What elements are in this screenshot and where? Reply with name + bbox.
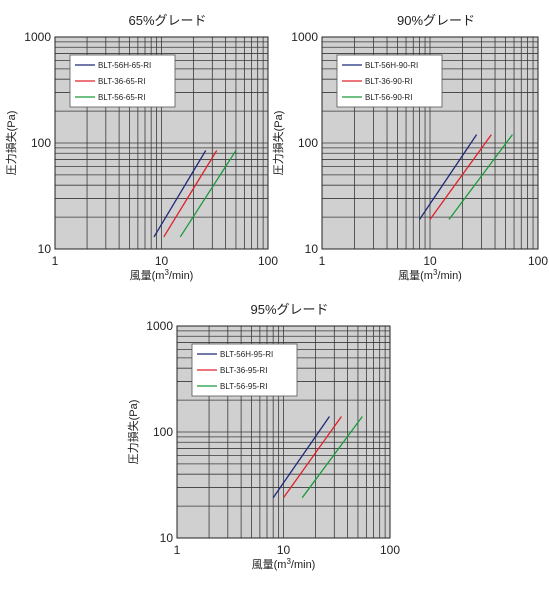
y-tick-label: 100 — [298, 136, 318, 150]
legend: BLT-56H-90-RI BLT-36-90-RI BLT-56-90-RI — [336, 54, 443, 108]
legend: BLT-56H-95-RI BLT-36-95-RI BLT-56-95-RI — [191, 343, 298, 397]
x-tick-label: 10 — [423, 254, 437, 268]
chart-title: 90%グレード — [397, 13, 475, 28]
x-axis-label-sup: 3 — [433, 268, 438, 277]
y-tick-label: 1000 — [24, 30, 51, 44]
legend-label: BLT-56H-95-RI — [220, 350, 273, 359]
x-tick-label: 1 — [319, 254, 326, 268]
x-axis-label-text: /min) — [291, 559, 315, 571]
legend-label: BLT-56-95-RI — [220, 382, 267, 391]
legend-label: BLT-56H-90-RI — [365, 61, 418, 70]
x-axis-label-text: 風量(m — [130, 269, 165, 282]
y-axis-label: 圧力損失(Pa) — [4, 111, 18, 176]
series-line-BLT-56-65-RI — [179, 150, 237, 238]
series-line-BLT-36-95-RI — [282, 416, 342, 499]
y-axis-label: 圧力損失(Pa) — [271, 111, 285, 176]
y-tick-label: 1000 — [291, 30, 318, 44]
x-axis-label-text: 風量(m — [398, 269, 433, 282]
legend-label: BLT-56-90-RI — [365, 93, 412, 102]
y-tick-label: 100 — [31, 136, 51, 150]
y-tick-label: 10 — [160, 531, 174, 545]
legend-label: BLT-56-65-RI — [98, 93, 145, 102]
x-tick-label: 1 — [174, 543, 181, 557]
legend-label: BLT-36-65-RI — [98, 77, 145, 86]
series-line-BLT-56-90-RI — [448, 134, 513, 220]
x-axis-label-text: 風量(m — [252, 558, 287, 571]
x-axis-label-sup: 3 — [164, 268, 169, 277]
x-tick-label: 10 — [155, 254, 169, 268]
plot-frame — [54, 36, 269, 250]
legend-label: BLT-56H-65-RI — [98, 61, 151, 70]
x-tick-label: 1 — [52, 254, 59, 268]
x-tick-label: 100 — [258, 254, 278, 268]
legend-label: BLT-36-95-RI — [220, 366, 267, 375]
legend: BLT-56H-65-RI BLT-36-65-RI BLT-56-65-RI — [69, 54, 176, 108]
x-tick-label: 100 — [528, 254, 548, 268]
x-axis-label: 風量(m3/min) — [130, 268, 194, 282]
series-line-BLT-56H-90-RI — [418, 134, 478, 220]
series-line-BLT-36-90-RI — [429, 134, 492, 220]
x-tick-label: 10 — [277, 543, 291, 557]
series-line-BLT-56-95-RI — [301, 416, 363, 499]
series-line-BLT-56H-65-RI — [153, 150, 207, 238]
x-tick-label: 100 — [380, 543, 400, 557]
y-tick-label: 1000 — [146, 319, 173, 333]
x-axis-label-text: /min) — [437, 270, 461, 282]
y-tick-label: 10 — [305, 242, 319, 256]
x-axis-label: 風量(m3/min) — [398, 268, 462, 282]
x-axis-label: 風量(m3/min) — [252, 557, 316, 571]
x-axis-label-sup: 3 — [286, 557, 291, 566]
plot-frame — [176, 325, 391, 539]
legend-label: BLT-36-90-RI — [365, 77, 412, 86]
y-axis-label: 圧力損失(Pa) — [126, 400, 140, 465]
y-tick-label: 10 — [38, 242, 52, 256]
x-axis-label-text: /min) — [169, 270, 193, 282]
plot-frame — [321, 36, 539, 250]
chart-title: 65%グレード — [128, 13, 206, 28]
y-tick-label: 100 — [153, 425, 173, 439]
chart-title: 95%グレード — [250, 302, 328, 317]
series-line-BLT-56H-95-RI — [272, 416, 330, 499]
series-line-BLT-36-65-RI — [163, 150, 218, 238]
